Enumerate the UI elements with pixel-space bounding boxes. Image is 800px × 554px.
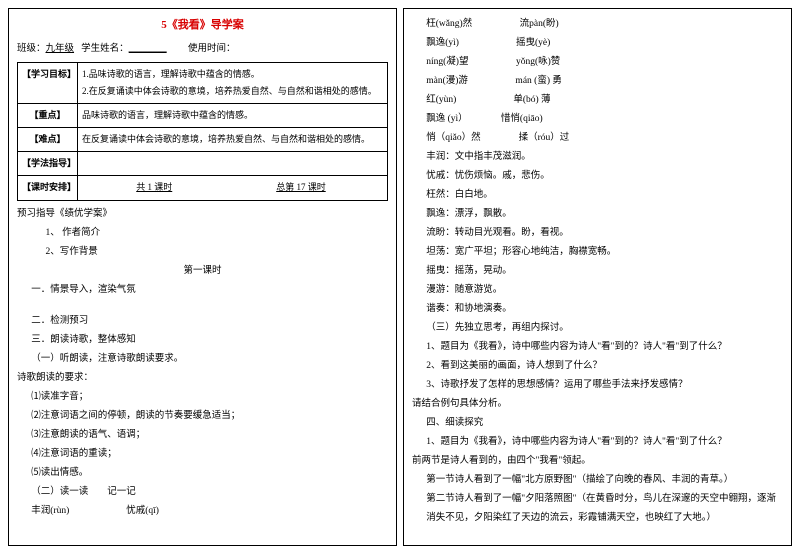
doc-title: 5《我看》导学案 [17,15,388,36]
line: 丰润：文中指丰茂滋润。 [412,148,783,167]
line: 谐奏：和协地演奏。 [412,300,783,319]
name-label: 学生姓名： [81,44,129,54]
line: 3、诗歌抒发了怎样的思想感情？运用了哪些手法来抒发感情？ [412,376,783,395]
right-content: 枉(wǎng)然 流pàn(盼) 飘逸(yì) 摇曳(yè) níng(凝)望 … [412,15,783,528]
left-column: 5《我看》导学案 班级：九年级 学生姓名：________ 使用时间： 【学习目… [8,8,397,546]
right-column: 枉(wǎng)然 流pàn(盼) 飘逸(yì) 摇曳(yè) níng(凝)望 … [403,8,792,546]
line: ⑷注意词语的重读； [17,445,388,464]
key-content: 品味诗歌的语言，理解诗歌中蕴含的情感。 [78,104,388,128]
time-a: 共 1 课时 [136,182,172,192]
line: 第一课时 [17,262,388,281]
line: （二）读一读 记一记 [17,483,388,502]
line: níng(凝)望 yǒng(咏)赞 [412,53,783,72]
line: 二．检测预习 [17,312,388,331]
timeplan-content: 共 1 课时 总第 17 课时 [78,176,388,200]
goals-content: 1.品味诗歌的语言，理解诗歌中蕴含的情感。 2.在反复诵读中体会诗歌的意境，培养… [78,62,388,103]
grade-label: 班级： [17,44,46,54]
line: 流盼：转动目光观看。盼，看视。 [412,224,783,243]
line: （一）听朗读，注意诗歌朗读要求。 [17,350,388,369]
line: 2、写作背景 [17,243,388,262]
line: 漫游：随意游览。 [412,281,783,300]
meta-table: 【学习目标】 1.品味诗歌的语言，理解诗歌中蕴含的情感。 2.在反复诵读中体会诗… [17,62,388,201]
line: 第二节诗人看到了一幅"夕阳落照图"（在黄昏时分，鸟儿在深邃的天空中翱翔，逐渐消失… [412,490,783,528]
diff-content: 在反复诵读中体会诗歌的意境，培养热爱自然、与自然和谐相处的感情。 [78,128,388,152]
line: 第一节诗人看到了一幅"北方原野图"（描绘了向晚的春风、丰润的青草。） [412,471,783,490]
left-content: 预习指导《绩优学案》 1、 作者简介 2、写作背景 第一课时 一．情景导入，渲染… [17,205,388,521]
line: 飘逸(yì) 摇曳(yè) [412,34,783,53]
line: ⑵注意词语之间的停顿，朗读的节奏要缓急适当； [17,407,388,426]
line: 1、 作者简介 [17,224,388,243]
goals-label: 【学习目标】 [18,62,78,103]
diff-label: 【难点】 [18,128,78,152]
line: （三）先独立思考，再组内探讨。 [412,319,783,338]
line: 忧戚：忧伤烦恼。戚，悲伤。 [412,167,783,186]
line: 摇曳：摇荡，晃动。 [412,262,783,281]
time-label: 使用时间： [188,44,236,54]
line: 悄（qiǎo）然 揉（róu）过 [412,129,783,148]
line: 红(yùn) 单(bó) 薄 [412,91,783,110]
line: 枉(wǎng)然 流pàn(盼) [412,15,783,34]
line: 2、看到这美丽的画面，诗人想到了什么？ [412,357,783,376]
line: 坦荡：宽广平坦；形容心地纯洁，胸襟宽畅。 [412,243,783,262]
line: 预习指导《绩优学案》 [17,205,388,224]
header-row: 班级：九年级 学生姓名：________ 使用时间： [17,40,388,58]
line: 一．情景导入，渲染气氛 [17,281,388,300]
time-b: 总第 17 课时 [276,182,326,192]
line: 1、题目为《我看》，诗中哪些内容为诗人"看"到的？诗人"看"到了什么？ [412,433,783,452]
line: 飘逸 (yì） 惜悄(qiāo) [412,110,783,129]
timeplan-label: 【课时安排】 [18,176,78,200]
line: 四、细读探究 [412,414,783,433]
line: 三．朗读诗歌，整体感知 [17,331,388,350]
line: 枉然：白白地。 [412,186,783,205]
line: ⑸读出情感。 [17,464,388,483]
method-label: 【学法指导】 [18,152,78,176]
line: màn(漫)游 mán (蛮) 勇 [412,72,783,91]
line: 1、题目为《我看》，诗中哪些内容为诗人"看"到的？诗人"看"到了什么？ [412,338,783,357]
line: 前两节是诗人看到的，由四个"我看"领起。 [412,452,783,471]
method-content [78,152,388,176]
line: ⑶注意朗读的语气、语调； [17,426,388,445]
grade-value: 九年级 [46,44,75,54]
line: 请结合例句具体分析。 [412,395,783,414]
line: 诗歌朗读的要求： [17,369,388,388]
key-label: 【重点】 [18,104,78,128]
line: 丰润(rùn) 忧戚(qī) [17,502,388,521]
line: ⑴读准字音； [17,388,388,407]
name-blank: ________ [129,44,167,54]
line: 飘逸：漂浮，飘散。 [412,205,783,224]
